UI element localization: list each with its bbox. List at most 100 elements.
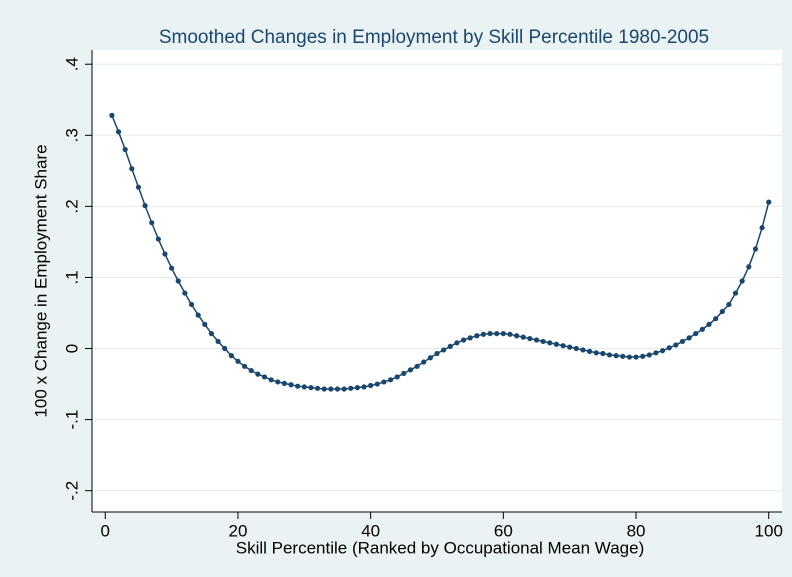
- point: [281, 380, 288, 386]
- point: [713, 316, 719, 322]
- y-axis-label: 100 x Change in Employment Share: [31, 144, 50, 417]
- point: [586, 348, 593, 354]
- point: [593, 350, 599, 356]
- point: [752, 246, 759, 252]
- point: [686, 335, 692, 341]
- y-tick-label: -.1: [62, 410, 81, 430]
- point: [434, 350, 440, 357]
- point: [407, 367, 414, 373]
- y-tick-label: -.2: [62, 481, 81, 501]
- point: [374, 381, 380, 387]
- point: [626, 354, 633, 360]
- point: [421, 359, 427, 365]
- point: [527, 335, 533, 342]
- point: [202, 321, 208, 327]
- point: [135, 184, 142, 190]
- point: [514, 333, 520, 339]
- point: [354, 385, 360, 391]
- chart-title: Smoothed Changes in Employment by Skill …: [159, 27, 709, 48]
- point: [341, 386, 347, 392]
- x-tick-label: 0: [101, 521, 110, 540]
- point: [640, 353, 646, 359]
- point: [387, 377, 394, 383]
- point: [620, 353, 626, 359]
- point: [659, 348, 666, 354]
- point: [540, 338, 546, 345]
- x-tick-label: 40: [361, 521, 380, 540]
- point: [368, 382, 374, 389]
- point: [122, 146, 128, 153]
- point: [673, 342, 679, 348]
- point: [553, 341, 560, 347]
- point: [732, 290, 739, 296]
- point: [467, 335, 473, 341]
- point: [766, 199, 772, 205]
- point: [706, 321, 712, 327]
- point: [666, 345, 672, 351]
- point: [195, 312, 201, 318]
- point: [301, 384, 307, 390]
- point: [454, 340, 460, 346]
- y-tick-label: .2: [62, 199, 81, 213]
- point: [427, 355, 433, 361]
- point: [494, 330, 500, 337]
- point: [699, 326, 705, 332]
- point: [560, 343, 566, 349]
- point: [295, 383, 301, 389]
- point: [487, 330, 493, 337]
- point: [275, 379, 281, 385]
- point: [573, 345, 579, 352]
- point: [507, 331, 513, 337]
- point: [228, 353, 234, 359]
- point: [533, 337, 540, 343]
- point: [653, 350, 659, 356]
- point: [759, 225, 765, 231]
- point: [222, 345, 228, 352]
- point: [381, 379, 387, 385]
- point: [188, 301, 195, 308]
- point: [567, 344, 573, 350]
- point: [719, 308, 725, 315]
- point: [401, 370, 407, 376]
- point: [646, 352, 652, 358]
- point: [321, 386, 327, 392]
- point: [162, 251, 168, 257]
- point: [480, 331, 487, 337]
- point: [693, 330, 699, 337]
- x-axis-label: Skill Percentile (Ranked by Occupational…: [236, 538, 645, 557]
- x-tick-label: 100: [755, 521, 783, 540]
- plot-area: [92, 50, 782, 512]
- point: [600, 350, 606, 357]
- x-tick-label: 20: [229, 521, 248, 540]
- point: [129, 166, 135, 172]
- point: [739, 278, 745, 284]
- line: [111, 115, 770, 390]
- point: [613, 353, 619, 359]
- y-tick-label: .3: [62, 128, 81, 142]
- point: [460, 337, 467, 343]
- point: [580, 347, 586, 353]
- point: [215, 338, 221, 345]
- point: [169, 265, 175, 271]
- point: [334, 386, 341, 392]
- point: [348, 385, 354, 391]
- point: [679, 338, 686, 345]
- point: [248, 367, 254, 374]
- point: [308, 385, 314, 391]
- point: [547, 340, 553, 346]
- point: [241, 363, 248, 369]
- point: [261, 374, 268, 380]
- point: [441, 347, 447, 353]
- point: [115, 129, 122, 135]
- point: [109, 112, 115, 118]
- point: [182, 290, 188, 296]
- point: [288, 382, 294, 388]
- point: [447, 343, 453, 349]
- point: [726, 301, 732, 308]
- point: [208, 330, 215, 337]
- point: [142, 203, 148, 209]
- point: [606, 352, 613, 358]
- point: [155, 236, 161, 242]
- point: [414, 363, 420, 369]
